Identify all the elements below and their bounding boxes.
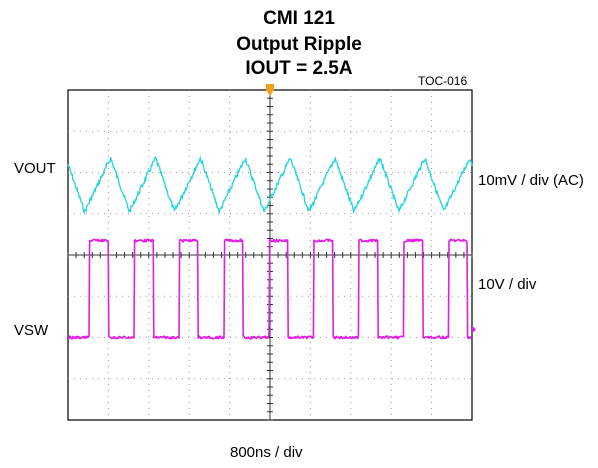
vsw-level-marker	[472, 325, 476, 334]
figure-id: TOC-016	[418, 74, 468, 88]
trigger-marker	[266, 84, 274, 96]
vout-trace	[67, 155, 473, 216]
vout-scale-label: 10mV / div (AC)	[478, 172, 584, 189]
chart-title-line-1: CMI 121	[263, 8, 335, 29]
vsw-channel-label: VSW	[14, 322, 49, 339]
vout-channel-label: VOUT	[14, 160, 56, 177]
time-scale-label: 800ns / div	[230, 444, 303, 461]
chart-title-line-3: IOUT = 2.5A	[245, 58, 353, 79]
chart-title-line-2: Output Ripple	[236, 34, 362, 55]
vsw-trace	[67, 238, 473, 340]
vsw-scale-label: 10V / div	[478, 276, 537, 293]
